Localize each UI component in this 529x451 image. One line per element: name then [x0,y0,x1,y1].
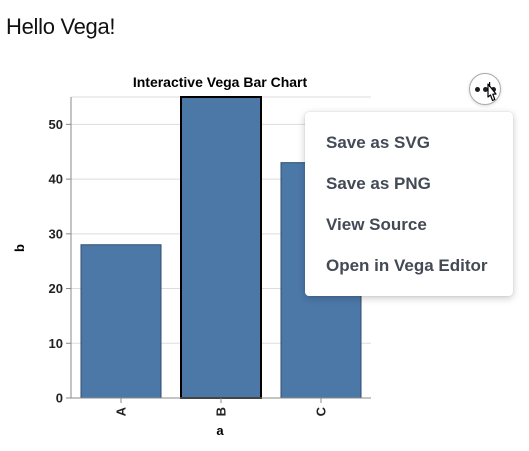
chart-title: Interactive Vega Bar Chart [133,74,308,90]
chart-actions-menu-button[interactable] [469,73,501,105]
y-tick-label: 30 [49,226,63,241]
chart-actions-menu: Save as SVG Save as PNG View Source Open… [305,112,513,296]
y-tick-label: 0 [56,391,63,406]
y-tick-label: 10 [49,336,63,351]
page-title: Hello Vega! [6,14,116,39]
x-axis-title: a [216,423,224,438]
bar-A[interactable] [80,244,162,399]
axes: 0 10 20 30 40 50 A B C [49,97,371,416]
x-tick-label: A [114,406,129,416]
x-tick-label: C [314,406,329,416]
y-tick-label: 40 [49,172,63,187]
open-in-vega-editor-menu-item[interactable]: Open in Vega Editor [326,256,488,275]
more-options-icon [474,86,496,92]
view-source-menu-item[interactable]: View Source [326,215,427,234]
y-tick-label: 20 [49,281,63,296]
x-tick-label: B [214,407,229,416]
mouse-pointer-icon [487,82,497,102]
save-as-png-menu-item[interactable]: Save as PNG [326,174,431,193]
bar-B[interactable] [180,96,262,399]
save-as-svg-menu-item[interactable]: Save as SVG [326,133,430,152]
y-tick-label: 50 [49,117,63,132]
y-axis-title: b [12,244,27,252]
